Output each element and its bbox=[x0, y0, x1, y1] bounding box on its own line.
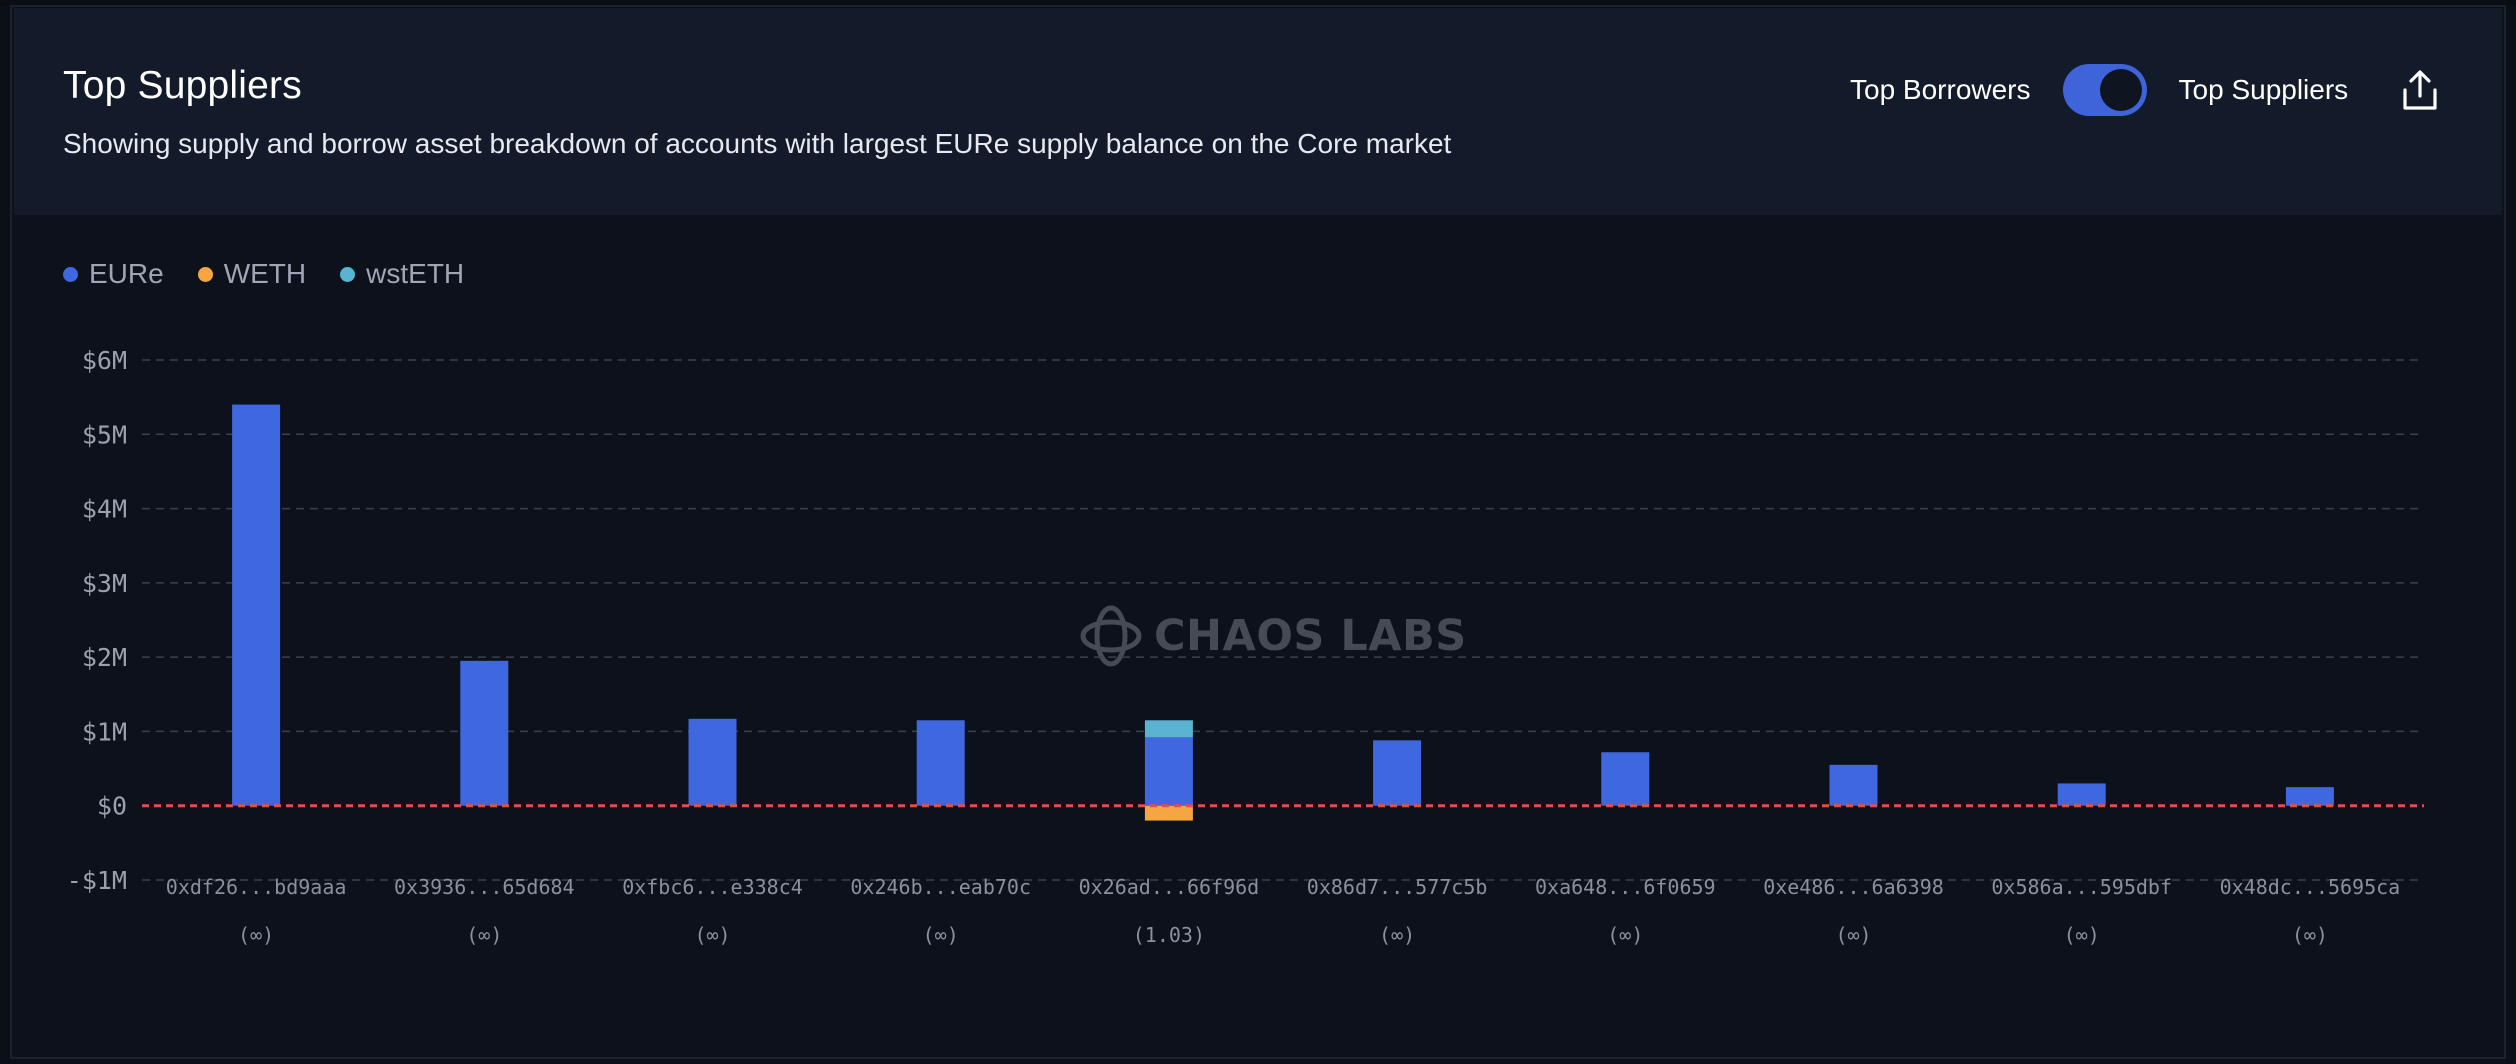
view-toggle: Top Borrowers Top Suppliers bbox=[1850, 60, 2348, 120]
health-factor-label: (∞) bbox=[694, 923, 730, 947]
x-tick-label: 0xe486...6a6398 bbox=[1763, 875, 1944, 899]
legend-label-weth: WETH bbox=[223, 258, 307, 289]
bar-eure bbox=[916, 720, 965, 806]
legend-item-wsteth[interactable]: wstETH bbox=[340, 258, 464, 290]
health-factor-label: (∞) bbox=[1835, 923, 1871, 947]
x-tick-label: 0x86d7...577c5b bbox=[1307, 875, 1488, 899]
x-tick-label: 0x586a...595dbf bbox=[1991, 875, 2172, 899]
health-factor-label: (∞) bbox=[1379, 923, 1415, 947]
chart-legend: EURe WETH wstETH bbox=[63, 258, 498, 290]
legend-item-weth[interactable]: WETH bbox=[197, 258, 307, 290]
watermark: CHAOS LABS bbox=[1078, 603, 1467, 669]
y-tick-label: $1M bbox=[82, 717, 127, 746]
x-tick-label: 0x26ad...66f96d bbox=[1079, 875, 1260, 899]
y-tick-label: $3M bbox=[82, 569, 127, 598]
legend-item-eure[interactable]: EURe bbox=[63, 258, 164, 290]
bar-eure bbox=[1373, 740, 1422, 806]
health-factor-label: (∞) bbox=[923, 923, 959, 947]
x-tick-label: 0x246b...eab70c bbox=[850, 875, 1031, 899]
legend-label-wsteth: wstETH bbox=[366, 258, 465, 289]
legend-dot-wsteth bbox=[340, 266, 356, 282]
view-toggle-switch[interactable] bbox=[2062, 64, 2147, 116]
health-factor-label: (1.03) bbox=[1133, 923, 1205, 947]
bar-weth bbox=[1144, 805, 1193, 821]
legend-dot-eure bbox=[63, 266, 78, 282]
health-factor-label: (∞) bbox=[238, 923, 274, 947]
bar-eure bbox=[232, 404, 281, 806]
y-tick-label: $0 bbox=[97, 792, 127, 821]
health-factor-label: (∞) bbox=[2064, 923, 2100, 947]
bar-eure bbox=[1601, 752, 1650, 806]
bar-eure bbox=[1829, 764, 1878, 806]
legend-dot-weth bbox=[197, 266, 213, 282]
bar-wsteth bbox=[1144, 720, 1193, 738]
health-factor-label: (∞) bbox=[2292, 923, 2328, 947]
y-tick-label: $2M bbox=[82, 643, 127, 672]
share-icon[interactable] bbox=[2397, 68, 2443, 114]
x-tick-label: 0xdf26...bd9aaa bbox=[166, 875, 347, 899]
health-factor-label: (∞) bbox=[466, 923, 502, 947]
bar-eure bbox=[688, 718, 737, 806]
x-tick-label: 0x48dc...5695ca bbox=[2220, 875, 2401, 899]
y-tick-label: $4M bbox=[82, 495, 127, 524]
y-tick-label: $5M bbox=[82, 420, 127, 449]
page-title: Top Suppliers bbox=[63, 64, 302, 107]
window-top-strip bbox=[0, 0, 2516, 6]
toggle-knob bbox=[2099, 69, 2142, 111]
y-tick-label: -$1M bbox=[67, 866, 127, 895]
x-tick-label: 0xfbc6...e338c4 bbox=[622, 875, 803, 899]
health-factor-label: (∞) bbox=[1607, 923, 1643, 947]
bar-eure bbox=[1144, 737, 1193, 806]
x-tick-label: 0x3936...65d684 bbox=[394, 875, 575, 899]
y-tick-label: $6M bbox=[82, 346, 127, 375]
toggle-label-top-suppliers[interactable]: Top Suppliers bbox=[2178, 74, 2349, 105]
toggle-label-top-borrowers[interactable]: Top Borrowers bbox=[1850, 74, 2031, 105]
bar-eure bbox=[2285, 787, 2334, 806]
page-subtitle: Showing supply and borrow asset breakdow… bbox=[63, 128, 1452, 159]
watermark-text: CHAOS LABS bbox=[1154, 611, 1467, 661]
bar-eure bbox=[460, 660, 509, 806]
legend-label-eure: EURe bbox=[89, 258, 164, 289]
chaos-labs-logo-icon bbox=[1080, 605, 1142, 667]
x-tick-label: 0xa648...6f0659 bbox=[1535, 875, 1716, 899]
bar-eure bbox=[2057, 783, 2106, 806]
